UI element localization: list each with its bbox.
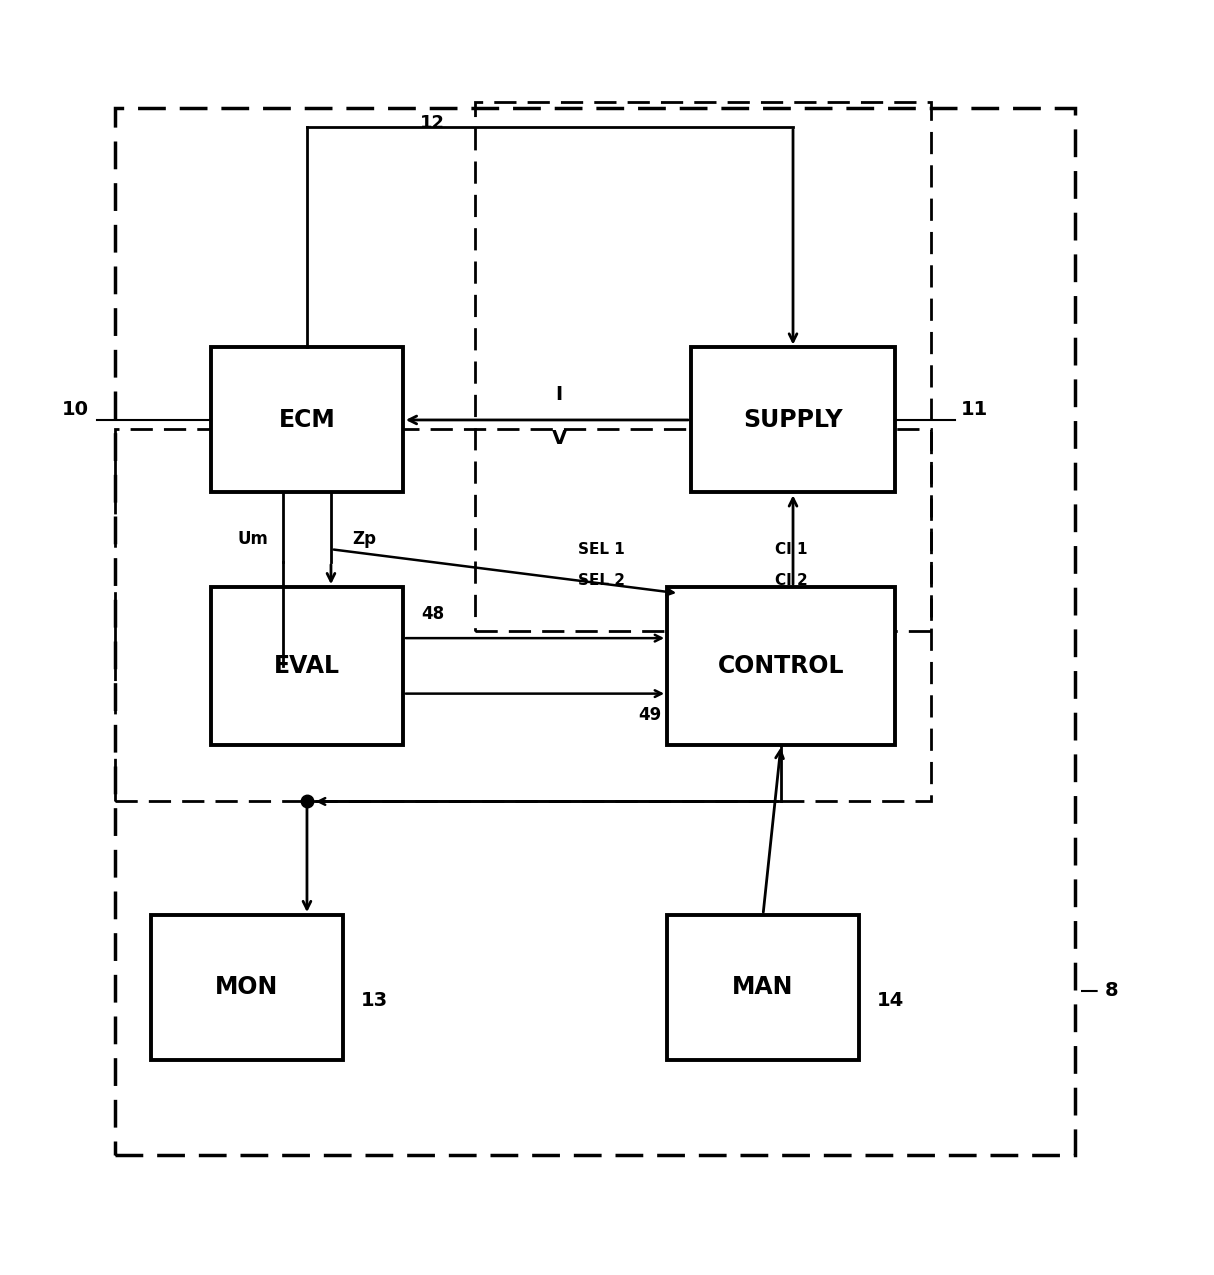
Text: 8: 8 — [1105, 980, 1118, 1000]
Bar — [115, 430, 931, 802]
Text: 10: 10 — [62, 400, 89, 419]
Text: 12: 12 — [420, 115, 446, 133]
Text: Um: Um — [238, 530, 268, 548]
Text: ECM: ECM — [278, 408, 335, 432]
Bar — [475, 102, 931, 631]
Bar — [666, 586, 895, 745]
Text: Zp: Zp — [352, 530, 376, 548]
Text: 14: 14 — [877, 991, 904, 1010]
Bar — [691, 348, 895, 492]
Text: SUPPLY: SUPPLY — [743, 408, 843, 432]
Text: 49: 49 — [637, 706, 660, 724]
Text: CONTROL: CONTROL — [717, 654, 844, 678]
Text: CI 2: CI 2 — [775, 574, 807, 588]
Text: I: I — [556, 385, 562, 404]
Text: CI 1: CI 1 — [775, 542, 807, 557]
Bar — [666, 915, 860, 1060]
Text: V: V — [551, 430, 567, 449]
Bar — [211, 586, 403, 745]
Text: EVAL: EVAL — [274, 654, 340, 678]
Text: 11: 11 — [961, 400, 988, 419]
Text: 13: 13 — [361, 991, 388, 1010]
Bar — [115, 108, 1076, 1155]
Bar — [151, 915, 344, 1060]
Text: SEL 1: SEL 1 — [578, 542, 625, 557]
Text: MAN: MAN — [732, 975, 794, 1000]
Text: 48: 48 — [421, 606, 444, 623]
Bar — [211, 348, 403, 492]
Text: SEL 2: SEL 2 — [578, 574, 625, 588]
Text: MON: MON — [215, 975, 278, 1000]
